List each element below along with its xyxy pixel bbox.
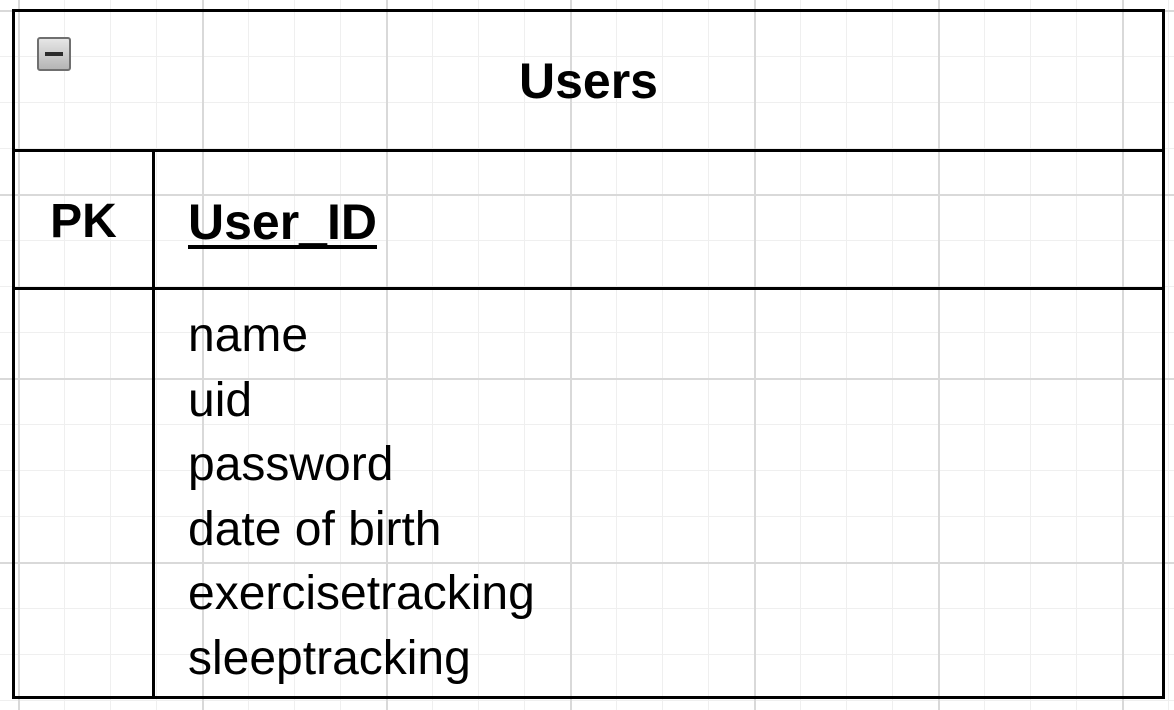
collapse-icon[interactable] [37,37,71,71]
column-divider [152,152,155,696]
users-entity-table[interactable]: Users PK User_ID name uid password date … [12,9,1165,699]
minus-icon [45,52,63,56]
attribute-item: uid [188,373,253,427]
attribute-item: name [188,309,309,362]
attribute-item: password [188,438,394,491]
entity-title: Users [519,53,658,109]
entity-header: Users [15,12,1162,152]
pk-field-name: User_ID [188,194,377,250]
pk-label: PK [50,195,117,248]
attribute-item: sleeptracking [188,631,471,685]
attribute-item: exercisetracking [188,567,535,620]
primary-key-row: PK User_ID [15,152,1162,290]
attribute-item: date of birth [188,502,442,556]
attribute-list: name uid password date of birth exercise… [188,304,535,691]
